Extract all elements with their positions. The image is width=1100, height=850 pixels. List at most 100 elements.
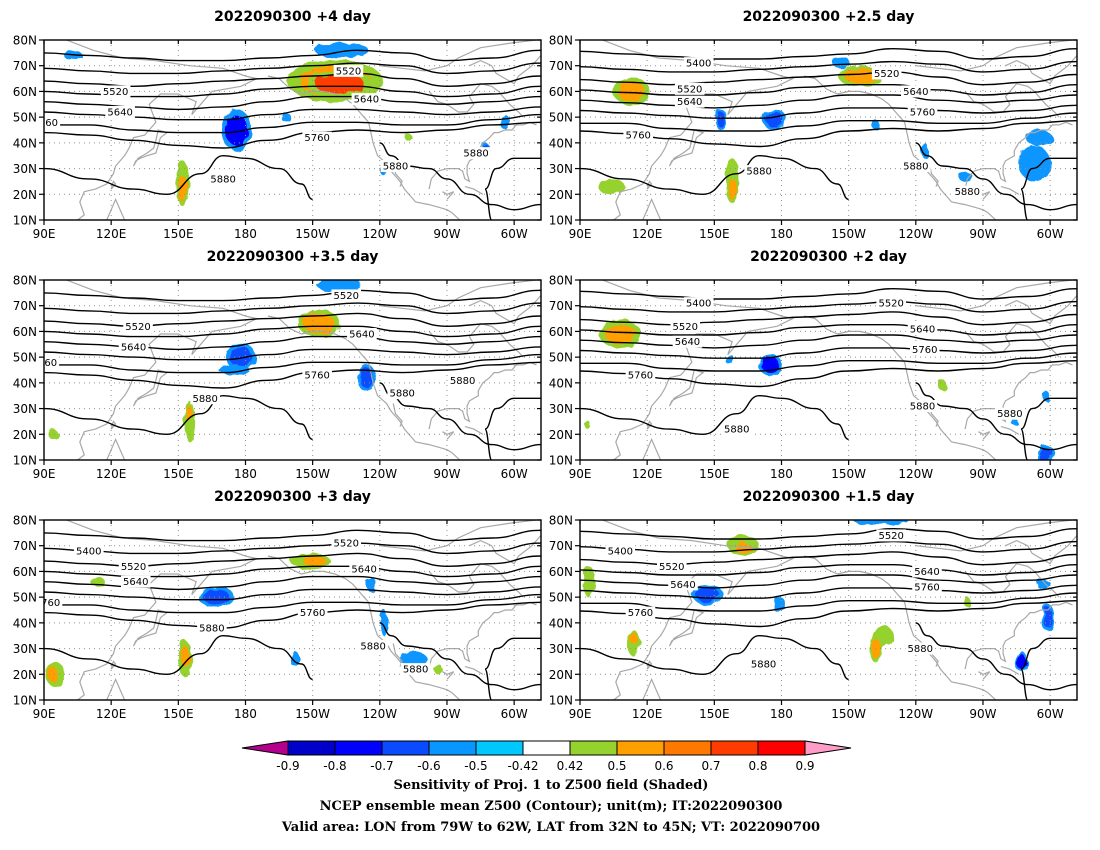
contour-label: 5880 [908,644,933,655]
contour-label-background [302,131,332,144]
map-frame [579,279,1078,461]
x-tick-label: 180 [234,227,257,241]
map-panel: 2022090300 +3 day 5400 5520 5520 5640 5640 760… [13,489,542,721]
x-tick-label: 150E [163,467,194,481]
contour-label: 760 [39,118,58,129]
shading-patch [48,666,58,682]
y-tick-label: 40N [13,376,37,390]
axis-ticks: 90E 120E 150E 180 150W 120W 90W 60W 10N 20N 30N 40N… [549,274,1077,481]
contour-label: 5400 [686,299,711,310]
shading-patch [399,651,427,667]
x-tick-label: 90E [569,227,592,241]
contour-label: 5760 [910,108,935,119]
contour-label-background [905,642,936,655]
z500-contour-5880 [379,622,541,691]
y-tick-label: 60N [549,565,573,579]
contour-label-background [44,596,63,609]
contour-label-background [208,172,238,185]
colorbar-label: 0.9 [795,759,814,773]
contour-label: 5520 [677,84,702,95]
shading-patch [582,566,596,598]
z500-contour-trough [1020,157,1077,220]
contour-label-background [447,374,478,387]
coastline [379,520,537,552]
map-panel: 2022090300 +4 day 5520 5520 5640 5640 760 5760… [13,9,542,241]
x-tick-label: 150W [295,467,330,481]
colorbar-segment [428,740,477,756]
z500-contour-line [44,325,541,338]
coastline [803,315,997,460]
contour-label-background [683,297,714,310]
z500-contour-line [580,94,1077,109]
contour-label: 5880 [746,167,771,178]
x-tick-label: 120E [96,227,127,241]
coastline [642,197,662,220]
map-frame [579,39,1078,221]
sensitivity-shading [597,58,1053,204]
x-tick-label: 150W [295,227,330,241]
y-tick-label: 10N [13,454,37,468]
x-tick-label: 150E [163,707,194,721]
z500-contour-line [44,113,541,134]
coastline [267,75,461,220]
contour-label: 5640 [677,97,702,108]
contour-label-background [118,560,149,573]
coastline [132,609,169,647]
contour-labels: 5400 5520 5520 5640 5640 5760 5760 5880 5880 5880 [625,297,1025,436]
shading-patch [1018,145,1051,182]
x-tick-label: 150W [831,467,866,481]
footer-line-3: Valid area: LON from 79W to 62W, LAT fro… [281,820,820,835]
contour-label: 5880 [903,162,928,173]
contour-label-background [605,544,636,557]
colorbar-segment [757,740,806,756]
contour-label: 5640 [675,337,700,348]
coastline [267,315,461,460]
contour-label-background [907,322,938,335]
coastline [1000,426,1020,435]
coastline [442,431,455,440]
x-tick-label: 150E [699,707,730,721]
shading-patch [202,589,230,605]
x-tick-label: 90E [33,227,56,241]
z500-contours [580,47,1077,220]
y-tick-label: 50N [13,591,37,605]
shading-patch [853,520,907,526]
y-tick-label: 60N [13,565,37,579]
coastline [668,129,705,167]
shading-patch [727,178,737,200]
map-frame [43,279,542,461]
map-area: 5520 5520 5640 5640 60 5760 5880 5880 5880 [44,280,541,460]
contour-label-background [907,400,938,412]
coastline [1004,323,1060,358]
colorbar-segment [287,740,336,756]
shading-patch [716,112,726,128]
y-tick-label: 60N [549,325,573,339]
y-tick-label: 50N [549,111,573,125]
map-area: 5400 5520 5520 5640 5640 5760 5760 5880 5880 5880 [580,40,1077,220]
z500-contour-line [580,540,1077,553]
z500-contour-line [580,574,1077,589]
coastline [668,609,705,647]
contour-label-background [909,343,940,356]
x-tick-label: 90W [433,227,460,241]
y-tick-label: 10N [549,214,573,228]
z500-contour-trough [1020,397,1077,460]
shading-patch [583,420,591,428]
x-tick-label: 90E [33,467,56,481]
z500-contour-line [580,352,1077,372]
coastline [464,666,484,675]
map-frame [579,519,1078,701]
contour-label-background [73,544,104,557]
contour-label-background [656,560,687,573]
x-tick-label: 120E [632,227,663,241]
contour-label: 5640 [354,95,379,106]
contour-label-background [912,580,942,593]
coastline [915,280,1073,312]
contour-label: 5880 [450,376,475,387]
x-tick-label: 180 [770,467,793,481]
map-panel: 2022090300 +3.5 day 5520 5520 5640 5640 60 576… [13,249,542,481]
z500-contour-line [44,542,541,555]
map-area: 5400 5520 5520 5640 5640 5760 5760 5880 5880 [580,520,1077,700]
z500-contour-line [44,353,541,374]
z500-contour-line [44,586,541,601]
